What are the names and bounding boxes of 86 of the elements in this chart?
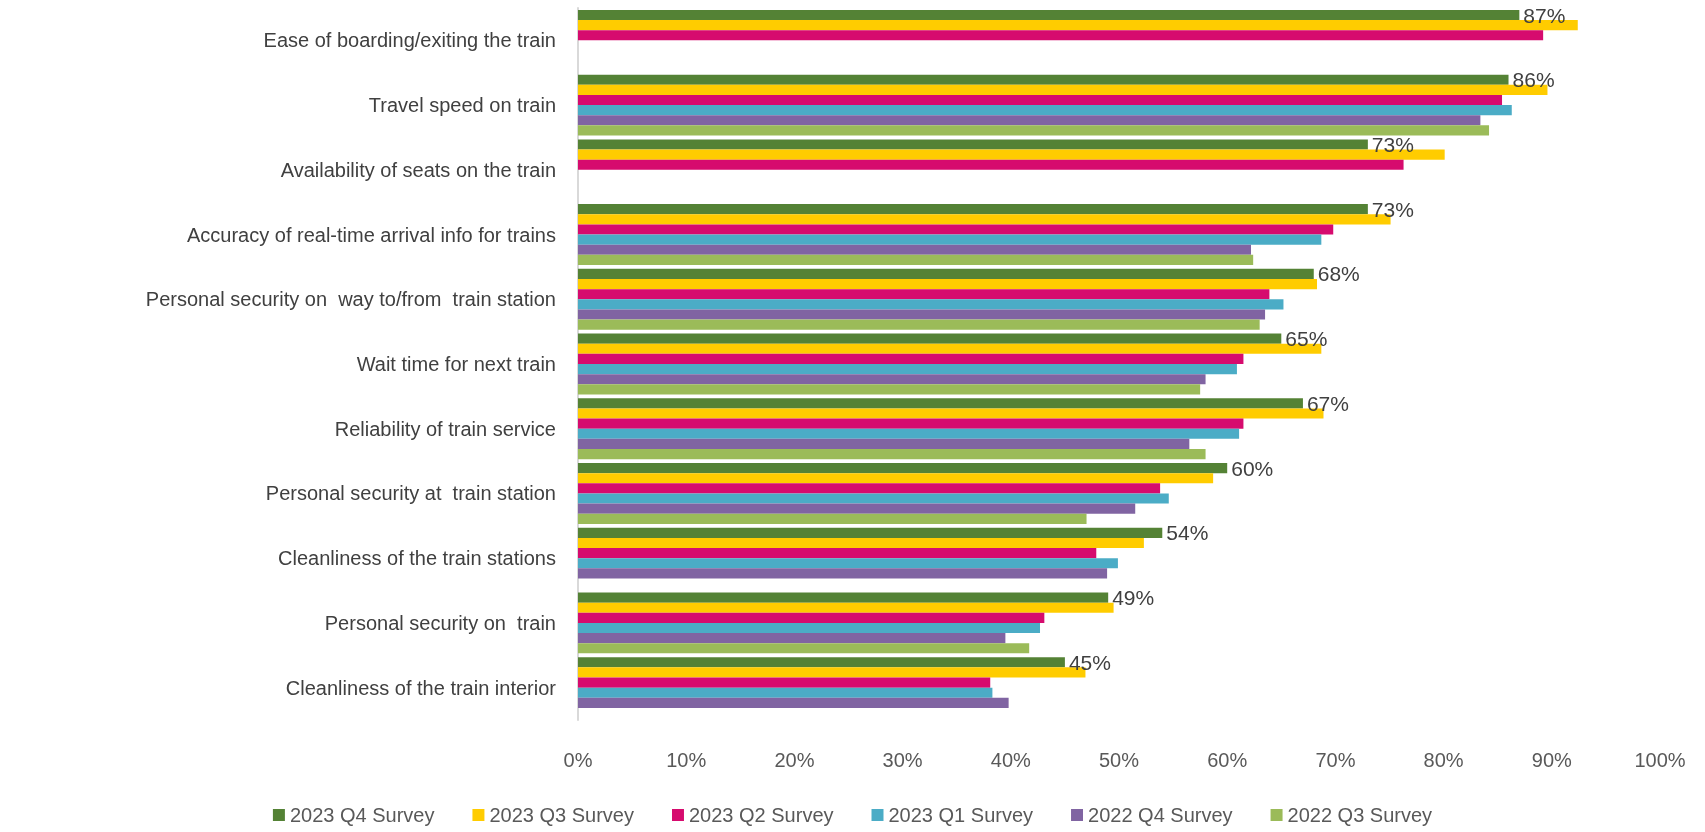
data-label: 73% [1371,197,1414,221]
bar [578,364,1237,375]
bar [578,244,1251,255]
bar [578,94,1503,106]
x-tick-label: 30% [882,749,923,771]
legend-label: 2023 Q1 Survey [888,804,1034,826]
bar [578,384,1201,395]
bar [578,333,1282,344]
bar [578,278,1318,290]
bar [578,74,1509,85]
legend-label: 2022 Q4 Survey [1088,804,1233,826]
bar [578,463,1228,474]
legend-label: 2022 Q3 Survey [1287,804,1433,826]
x-tick-label: 50% [1098,749,1140,771]
bar [578,483,1161,494]
bar [578,268,1314,279]
bar [578,418,1244,429]
bar [578,159,1404,170]
bar [578,289,1270,300]
data-label: 45% [1068,650,1111,674]
y-tick-label: Cleanliness of the train interior [285,676,557,699]
y-tick-label: Personal security at train station [265,482,556,505]
bar [578,353,1244,364]
x-tick-label: 20% [774,749,815,771]
data-label: 60% [1231,456,1274,480]
bar [578,592,1109,603]
bar [578,527,1163,538]
x-tick-label: 70% [1315,749,1356,771]
x-tick-label: 60% [1207,749,1248,771]
data-label: 67% [1306,391,1349,415]
y-tick-label: Reliability of train service [334,417,556,440]
data-label: 54% [1166,521,1209,545]
bar [578,602,1114,613]
bar [578,657,1065,668]
bar [578,115,1481,126]
legend-label: 2023 Q3 Survey [489,804,634,826]
x-tick-label: 40% [990,749,1032,771]
y-tick-label: Personal security on train [324,611,556,634]
y-tick-label: Wait time for next train [356,353,556,375]
bar [578,677,991,688]
bar [578,105,1512,116]
bar [578,9,1520,21]
bar [578,449,1206,460]
y-tick-label: Ease of boarding/exiting the train [263,29,556,52]
bar [578,125,1490,136]
bar [578,513,1087,524]
bar [578,428,1240,439]
bar [578,633,1006,644]
bar [578,309,1266,320]
y-tick-label: Availability of seats on the train [280,158,556,181]
bar [578,224,1334,235]
bar [578,398,1303,409]
bar [578,254,1254,265]
bar [578,503,1136,514]
bar [578,537,1144,549]
bar [578,319,1260,330]
bar [578,473,1214,484]
legend-label: 2023 Q4 Survey [289,804,435,826]
y-tick-label: Accuracy of real-time arrival info for trains [186,223,556,246]
bar [578,568,1108,579]
bar [578,548,1097,559]
data-label: 49% [1112,586,1155,610]
y-tick-label: Travel speed on train [368,94,556,117]
bar [578,438,1190,450]
bar [578,493,1169,504]
bar [578,299,1284,310]
bar [578,139,1368,150]
y-tick-label: Cleanliness of the train stations [278,547,556,570]
bar [578,558,1118,569]
x-tick-label: 90% [1531,749,1573,771]
bar [578,374,1206,385]
bar [578,622,1041,634]
x-tick-label: 80% [1423,749,1464,771]
y-tick-label: Personal security on way to/from train station [145,288,556,311]
bar [578,204,1368,215]
bar [578,643,1030,654]
data-label: 68% [1317,262,1360,286]
bar [578,30,1544,41]
bar [578,687,993,698]
legend-label: 2023 Q2 Survey [688,804,834,826]
x-tick-label: 10% [666,749,707,771]
bar [578,612,1045,623]
x-tick-label: 0% [563,749,593,771]
bar [578,697,1009,708]
bar [578,234,1322,245]
x-tick-label: 100% [1634,749,1686,771]
